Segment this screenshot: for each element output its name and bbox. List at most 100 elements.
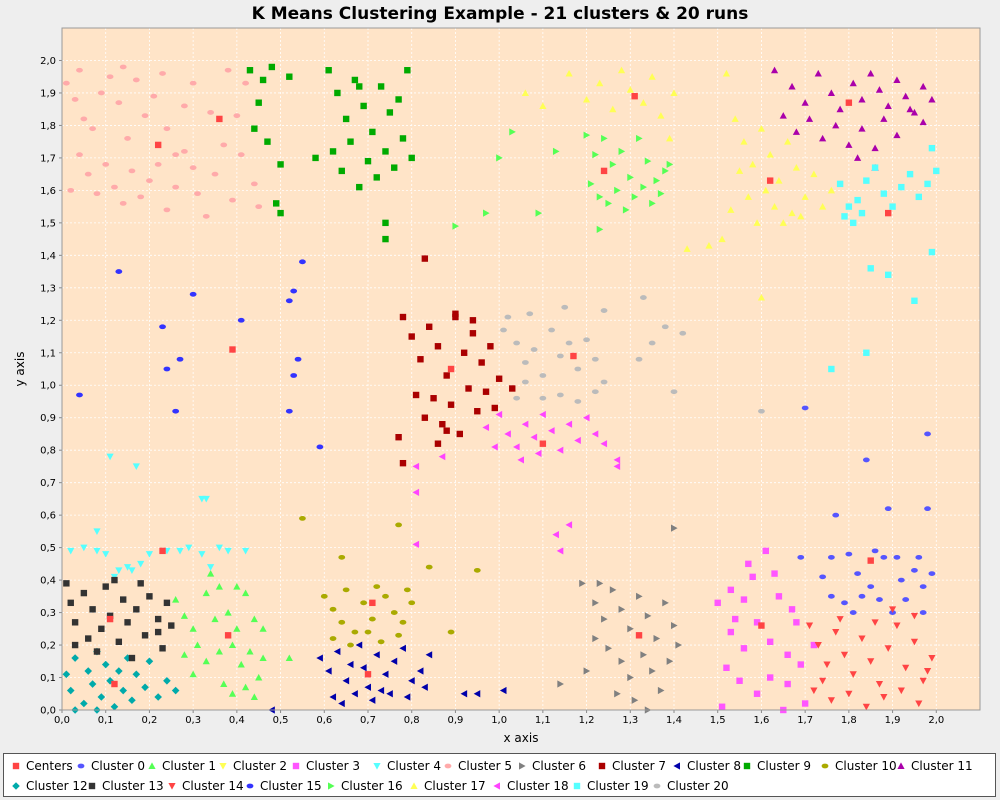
- cluster-5-point: [62, 80, 70, 86]
- cluster-9-point: [347, 138, 354, 145]
- cluster-1-point: [285, 654, 293, 662]
- cluster-11-point: [902, 92, 910, 100]
- cluster-10-point: [473, 567, 481, 573]
- cluster-15-point: [176, 356, 184, 362]
- x-tick-label: 0,9: [447, 715, 463, 726]
- cluster-4-point: [137, 560, 145, 568]
- cluster-7-point: [421, 255, 429, 262]
- cluster-5-point: [106, 74, 114, 80]
- cluster-11-point: [792, 128, 800, 135]
- cluster-8-point: [373, 651, 380, 659]
- cluster-11-point: [819, 134, 827, 142]
- cluster-17-point: [539, 102, 547, 109]
- cluster-1-point: [172, 595, 180, 603]
- cluster-18-series: [412, 410, 621, 555]
- cluster-8-point: [399, 644, 406, 652]
- cluster-8-point: [355, 641, 363, 649]
- legend-swatch: [168, 783, 176, 790]
- cluster-19-point: [898, 183, 905, 191]
- cluster-9-point: [356, 183, 363, 191]
- cluster-17-point: [565, 69, 573, 77]
- legend-marker: [373, 763, 381, 770]
- legend-marker: [444, 763, 452, 769]
- cluster-7-point: [395, 434, 402, 441]
- cluster-20-point: [600, 379, 608, 385]
- cluster-1-point: [189, 625, 197, 632]
- cluster-5-point: [250, 181, 258, 187]
- cluster-14-point: [832, 629, 840, 636]
- cluster-18-point: [412, 462, 420, 471]
- cluster-1-point: [215, 582, 223, 590]
- legend-label: Cluster 6: [532, 759, 587, 773]
- cluster-6-series: [557, 524, 682, 714]
- x-tick-label: 2,0: [928, 715, 944, 726]
- cluster-1-point: [233, 582, 241, 590]
- cluster-9-point: [273, 200, 280, 207]
- cluster-14-point: [928, 655, 936, 662]
- centers-point: [885, 209, 892, 217]
- cluster-11-point: [845, 141, 853, 148]
- cluster-0-point: [849, 610, 857, 615]
- cluster-8-point: [368, 696, 376, 704]
- cluster-15-point: [294, 356, 302, 362]
- cluster-5-point: [141, 113, 149, 119]
- cluster-0-point: [897, 577, 905, 583]
- legend-marker: [219, 763, 227, 770]
- cluster-7-point: [491, 404, 498, 412]
- cluster-5-point: [128, 168, 136, 174]
- cluster-6-point: [605, 644, 613, 652]
- cluster-0-point: [919, 610, 927, 615]
- cluster-5-point: [80, 116, 88, 122]
- cluster-5-point: [76, 67, 83, 73]
- y-tick-label: 2,0: [40, 56, 56, 67]
- cluster-19-point: [845, 203, 853, 210]
- cluster-7-point: [434, 440, 442, 447]
- x-tick-label: 1,2: [579, 715, 595, 726]
- x-tick-label: 1,4: [666, 715, 682, 726]
- cluster-20-point: [670, 389, 678, 395]
- centers-point: [447, 365, 455, 373]
- cluster-9-point: [399, 135, 407, 142]
- cluster-16-point: [601, 134, 608, 143]
- cluster-3-point: [766, 674, 774, 681]
- cluster-20-point: [758, 408, 765, 414]
- cluster-4-point: [198, 551, 206, 558]
- cluster-1-point: [224, 608, 232, 616]
- legend-label: Cluster 11: [911, 759, 973, 773]
- centers-point: [364, 671, 372, 678]
- cluster-8-point: [425, 651, 433, 659]
- cluster-5-point: [220, 142, 228, 148]
- legend-label: Cluster 16: [341, 779, 403, 793]
- cluster-4-point: [202, 495, 210, 503]
- cluster-16-point: [596, 225, 604, 233]
- cluster-10-point: [342, 587, 350, 593]
- centers-point: [635, 632, 643, 639]
- cluster-10-point: [425, 564, 433, 570]
- cluster-20-point: [513, 340, 521, 346]
- legend-swatch: [219, 763, 227, 770]
- cluster-16-point: [592, 151, 599, 159]
- cluster-9-point: [369, 128, 376, 136]
- legend-label: Cluster 12: [26, 779, 88, 793]
- cluster-5-point: [159, 71, 166, 76]
- legend-label: Cluster 1: [162, 759, 217, 773]
- cluster-12-point: [154, 693, 162, 701]
- cluster-10-point: [399, 619, 407, 625]
- cluster-10-point: [351, 629, 359, 635]
- legend-label: Cluster 14: [182, 779, 244, 793]
- cluster-7-point: [399, 313, 407, 321]
- cluster-8-point: [338, 699, 345, 708]
- cluster-11-point: [867, 69, 875, 77]
- cluster-14-point: [814, 642, 822, 649]
- cluster-14-point: [858, 635, 866, 643]
- cluster-4-series: [67, 453, 250, 581]
- cluster-19-point: [863, 349, 870, 356]
- y-tick-label: 0,8: [40, 446, 56, 457]
- cluster-16-point: [666, 160, 674, 168]
- legend-swatch: [598, 762, 606, 770]
- cluster-5-point: [237, 152, 245, 158]
- centers-series: [106, 93, 892, 688]
- cluster-13-point: [63, 580, 70, 587]
- legend-marker: [328, 782, 335, 790]
- cluster-5-point: [71, 97, 79, 102]
